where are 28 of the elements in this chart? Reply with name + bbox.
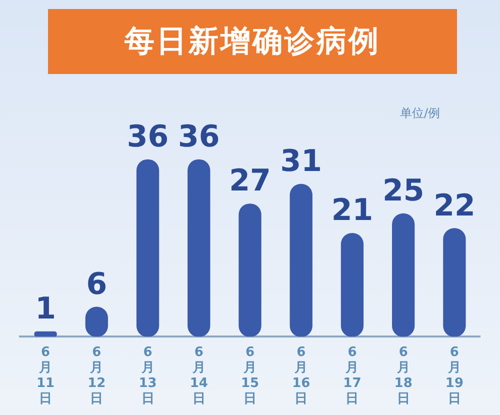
- data-label: 31: [280, 144, 322, 180]
- x-tick-label: 6月17日: [343, 344, 362, 407]
- bar: [392, 213, 415, 337]
- text: 单位/例: [400, 105, 440, 122]
- x-tick-label: 6月15日: [240, 344, 260, 407]
- bar: [340, 233, 364, 337]
- x-tick-label: 6月12日: [88, 344, 106, 407]
- data-label: 21: [331, 193, 374, 228]
- data-label: 27: [229, 164, 271, 199]
- bar: [290, 184, 312, 337]
- chart-title: 每日新增确诊病例: [48, 9, 457, 74]
- bar: [238, 204, 262, 337]
- data-label: 36: [178, 119, 220, 154]
- data-label: 6: [86, 266, 108, 302]
- x-tick-label: 6月14日: [190, 344, 208, 407]
- data-label: 25: [382, 174, 424, 209]
- bar: [443, 228, 466, 337]
- x-tick-label: 6月19日: [445, 344, 464, 407]
- x-tick-label: 6月13日: [138, 344, 157, 407]
- bar: [136, 159, 160, 337]
- bar: [34, 331, 57, 337]
- data-label: 22: [434, 188, 476, 224]
- x-tick-label: 6月16日: [292, 344, 310, 407]
- data-label: 36: [126, 119, 169, 154]
- x-tick-label: 6月18日: [394, 344, 412, 407]
- bar: [188, 159, 210, 337]
- data-label: 1: [35, 291, 56, 326]
- x-tick-label: 6月11日: [36, 344, 55, 407]
